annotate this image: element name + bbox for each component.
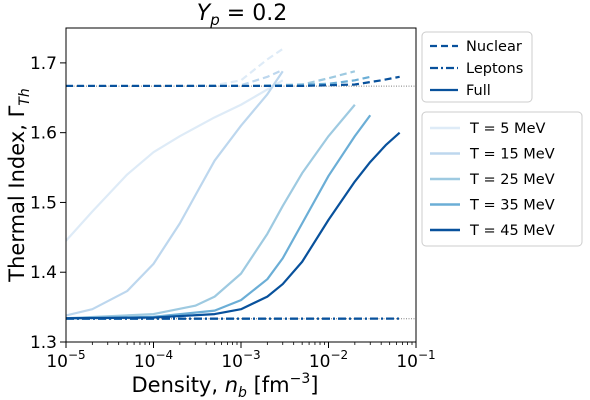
y-axis-title: Thermal Index, ΓTh — [5, 88, 33, 282]
temperature-legend-label: T = 5 MeV — [469, 121, 545, 137]
full-curve-t-25-mev — [66, 104, 356, 320]
y-tick-label: 1.3 — [30, 333, 57, 353]
full-curve-t-35-mev — [66, 114, 372, 320]
style-legend-label: Full — [466, 83, 491, 99]
temperature-legend-label: T = 35 MeV — [469, 198, 555, 214]
y-tick-label: 1.6 — [30, 124, 57, 144]
full-curve-t-45-mev — [66, 131, 401, 320]
nuclear-curve-t-45-mev — [66, 75, 400, 88]
y-tick-label: 1.7 — [30, 54, 57, 74]
full-curve-t-5-mev — [66, 79, 284, 242]
style-legend-label: Leptons — [466, 61, 523, 77]
x-tick-label: 10−1 — [396, 348, 435, 372]
temperature-legend-label: T = 45 MeV — [469, 223, 555, 239]
x-tick-label: 10−4 — [134, 348, 173, 372]
y-tick-label: 1.5 — [30, 193, 57, 213]
x-tick-label: 10−3 — [221, 348, 260, 372]
style-legend: Nuclear Leptons Full — [421, 31, 533, 103]
style-legend-label: Nuclear — [466, 39, 522, 55]
y-tick-label: 1.4 — [30, 263, 57, 283]
nuclear-curve-t-5-mev — [66, 48, 284, 88]
full-curve-t-15-mev — [66, 70, 284, 317]
temperature-legend-label: T = 15 MeV — [469, 147, 555, 163]
x-axis-title: Density, nb [fm−3] — [132, 371, 319, 400]
chart-title: Yp = 0.2 — [197, 1, 287, 29]
x-tick-label: 10−5 — [46, 348, 85, 372]
x-tick-label: 10−2 — [309, 348, 348, 372]
temperature-legend-label: T = 25 MeV — [469, 172, 555, 188]
temperature-legend: T = 5 MeV T = 15 MeV T = 25 MeV T = 35 MeV T… — [421, 111, 583, 247]
